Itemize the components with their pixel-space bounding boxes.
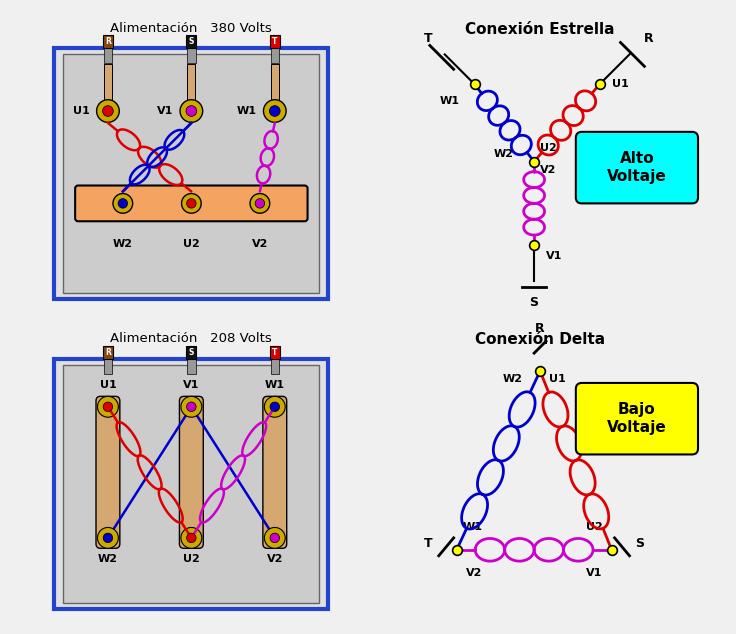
FancyBboxPatch shape xyxy=(96,396,120,548)
FancyBboxPatch shape xyxy=(104,353,112,374)
FancyBboxPatch shape xyxy=(104,64,112,106)
FancyBboxPatch shape xyxy=(54,48,328,299)
Circle shape xyxy=(96,100,119,122)
FancyBboxPatch shape xyxy=(186,35,197,48)
Circle shape xyxy=(182,193,201,213)
Text: S: S xyxy=(188,37,194,46)
Circle shape xyxy=(113,193,132,213)
Text: Alto
Voltaje: Alto Voltaje xyxy=(607,152,667,184)
Text: W2: W2 xyxy=(502,374,523,384)
Text: R: R xyxy=(535,322,545,335)
FancyBboxPatch shape xyxy=(187,353,196,374)
Text: U1: U1 xyxy=(74,106,90,116)
FancyBboxPatch shape xyxy=(103,35,113,48)
Text: T: T xyxy=(424,32,433,46)
Circle shape xyxy=(270,402,280,411)
Text: S: S xyxy=(188,347,194,357)
FancyBboxPatch shape xyxy=(271,64,279,106)
Text: U2: U2 xyxy=(540,143,557,153)
FancyBboxPatch shape xyxy=(187,42,196,63)
Text: U1: U1 xyxy=(612,79,629,89)
Circle shape xyxy=(103,402,113,411)
FancyBboxPatch shape xyxy=(177,157,203,174)
Text: W1: W1 xyxy=(439,96,459,106)
Text: V2: V2 xyxy=(252,239,268,249)
Circle shape xyxy=(118,198,127,208)
FancyBboxPatch shape xyxy=(186,346,197,359)
Circle shape xyxy=(187,402,196,411)
Text: U2: U2 xyxy=(183,554,199,564)
Text: U1: U1 xyxy=(549,374,566,384)
FancyBboxPatch shape xyxy=(103,346,113,359)
Text: R: R xyxy=(645,32,654,46)
Text: Bajo
Voltaje: Bajo Voltaje xyxy=(607,403,667,435)
Text: R: R xyxy=(105,37,111,46)
FancyBboxPatch shape xyxy=(104,42,112,63)
Circle shape xyxy=(187,533,196,543)
FancyBboxPatch shape xyxy=(180,396,203,548)
FancyBboxPatch shape xyxy=(54,359,328,609)
Circle shape xyxy=(250,193,269,213)
Circle shape xyxy=(181,527,202,548)
Text: T: T xyxy=(272,347,277,357)
Text: U1: U1 xyxy=(99,380,116,391)
Circle shape xyxy=(255,198,265,208)
Text: W1: W1 xyxy=(463,522,483,532)
FancyBboxPatch shape xyxy=(63,55,319,293)
Circle shape xyxy=(264,527,286,548)
Text: V1: V1 xyxy=(157,106,174,116)
FancyBboxPatch shape xyxy=(576,383,698,455)
FancyBboxPatch shape xyxy=(576,132,698,204)
Text: T: T xyxy=(424,538,433,550)
FancyBboxPatch shape xyxy=(75,186,308,221)
Text: V2: V2 xyxy=(466,567,482,578)
Text: Conexión Estrella: Conexión Estrella xyxy=(465,22,615,37)
Circle shape xyxy=(270,533,280,543)
Text: W2: W2 xyxy=(493,149,513,158)
Text: Alimentación   380 Volts: Alimentación 380 Volts xyxy=(110,22,272,35)
Text: W2: W2 xyxy=(98,554,118,564)
Circle shape xyxy=(97,396,118,417)
Text: V1: V1 xyxy=(587,567,603,578)
Text: V2: V2 xyxy=(540,165,556,174)
Circle shape xyxy=(186,106,197,117)
Text: V2: V2 xyxy=(266,554,283,564)
Text: W1: W1 xyxy=(265,380,285,391)
Circle shape xyxy=(264,396,286,417)
Text: V1: V1 xyxy=(546,251,562,261)
Text: U2: U2 xyxy=(183,239,199,249)
Text: S: S xyxy=(635,538,645,550)
Circle shape xyxy=(181,396,202,417)
FancyBboxPatch shape xyxy=(263,396,287,548)
FancyBboxPatch shape xyxy=(271,353,279,374)
Circle shape xyxy=(269,106,280,117)
FancyBboxPatch shape xyxy=(269,35,280,48)
Text: R: R xyxy=(105,347,111,357)
Text: W1: W1 xyxy=(237,106,257,116)
FancyBboxPatch shape xyxy=(269,346,280,359)
Text: S: S xyxy=(530,295,539,309)
Circle shape xyxy=(102,106,113,117)
Text: W2: W2 xyxy=(113,239,132,249)
Circle shape xyxy=(263,100,286,122)
Text: Alimentación   208 Volts: Alimentación 208 Volts xyxy=(110,332,272,346)
Circle shape xyxy=(187,198,196,208)
Text: T: T xyxy=(272,37,277,46)
Circle shape xyxy=(97,527,118,548)
Text: U2: U2 xyxy=(586,522,603,532)
FancyBboxPatch shape xyxy=(271,42,279,63)
FancyBboxPatch shape xyxy=(63,365,319,604)
Circle shape xyxy=(103,533,113,543)
Text: V1: V1 xyxy=(183,380,199,391)
FancyBboxPatch shape xyxy=(188,64,195,106)
Text: Conexión Delta: Conexión Delta xyxy=(475,332,605,347)
Circle shape xyxy=(180,100,202,122)
